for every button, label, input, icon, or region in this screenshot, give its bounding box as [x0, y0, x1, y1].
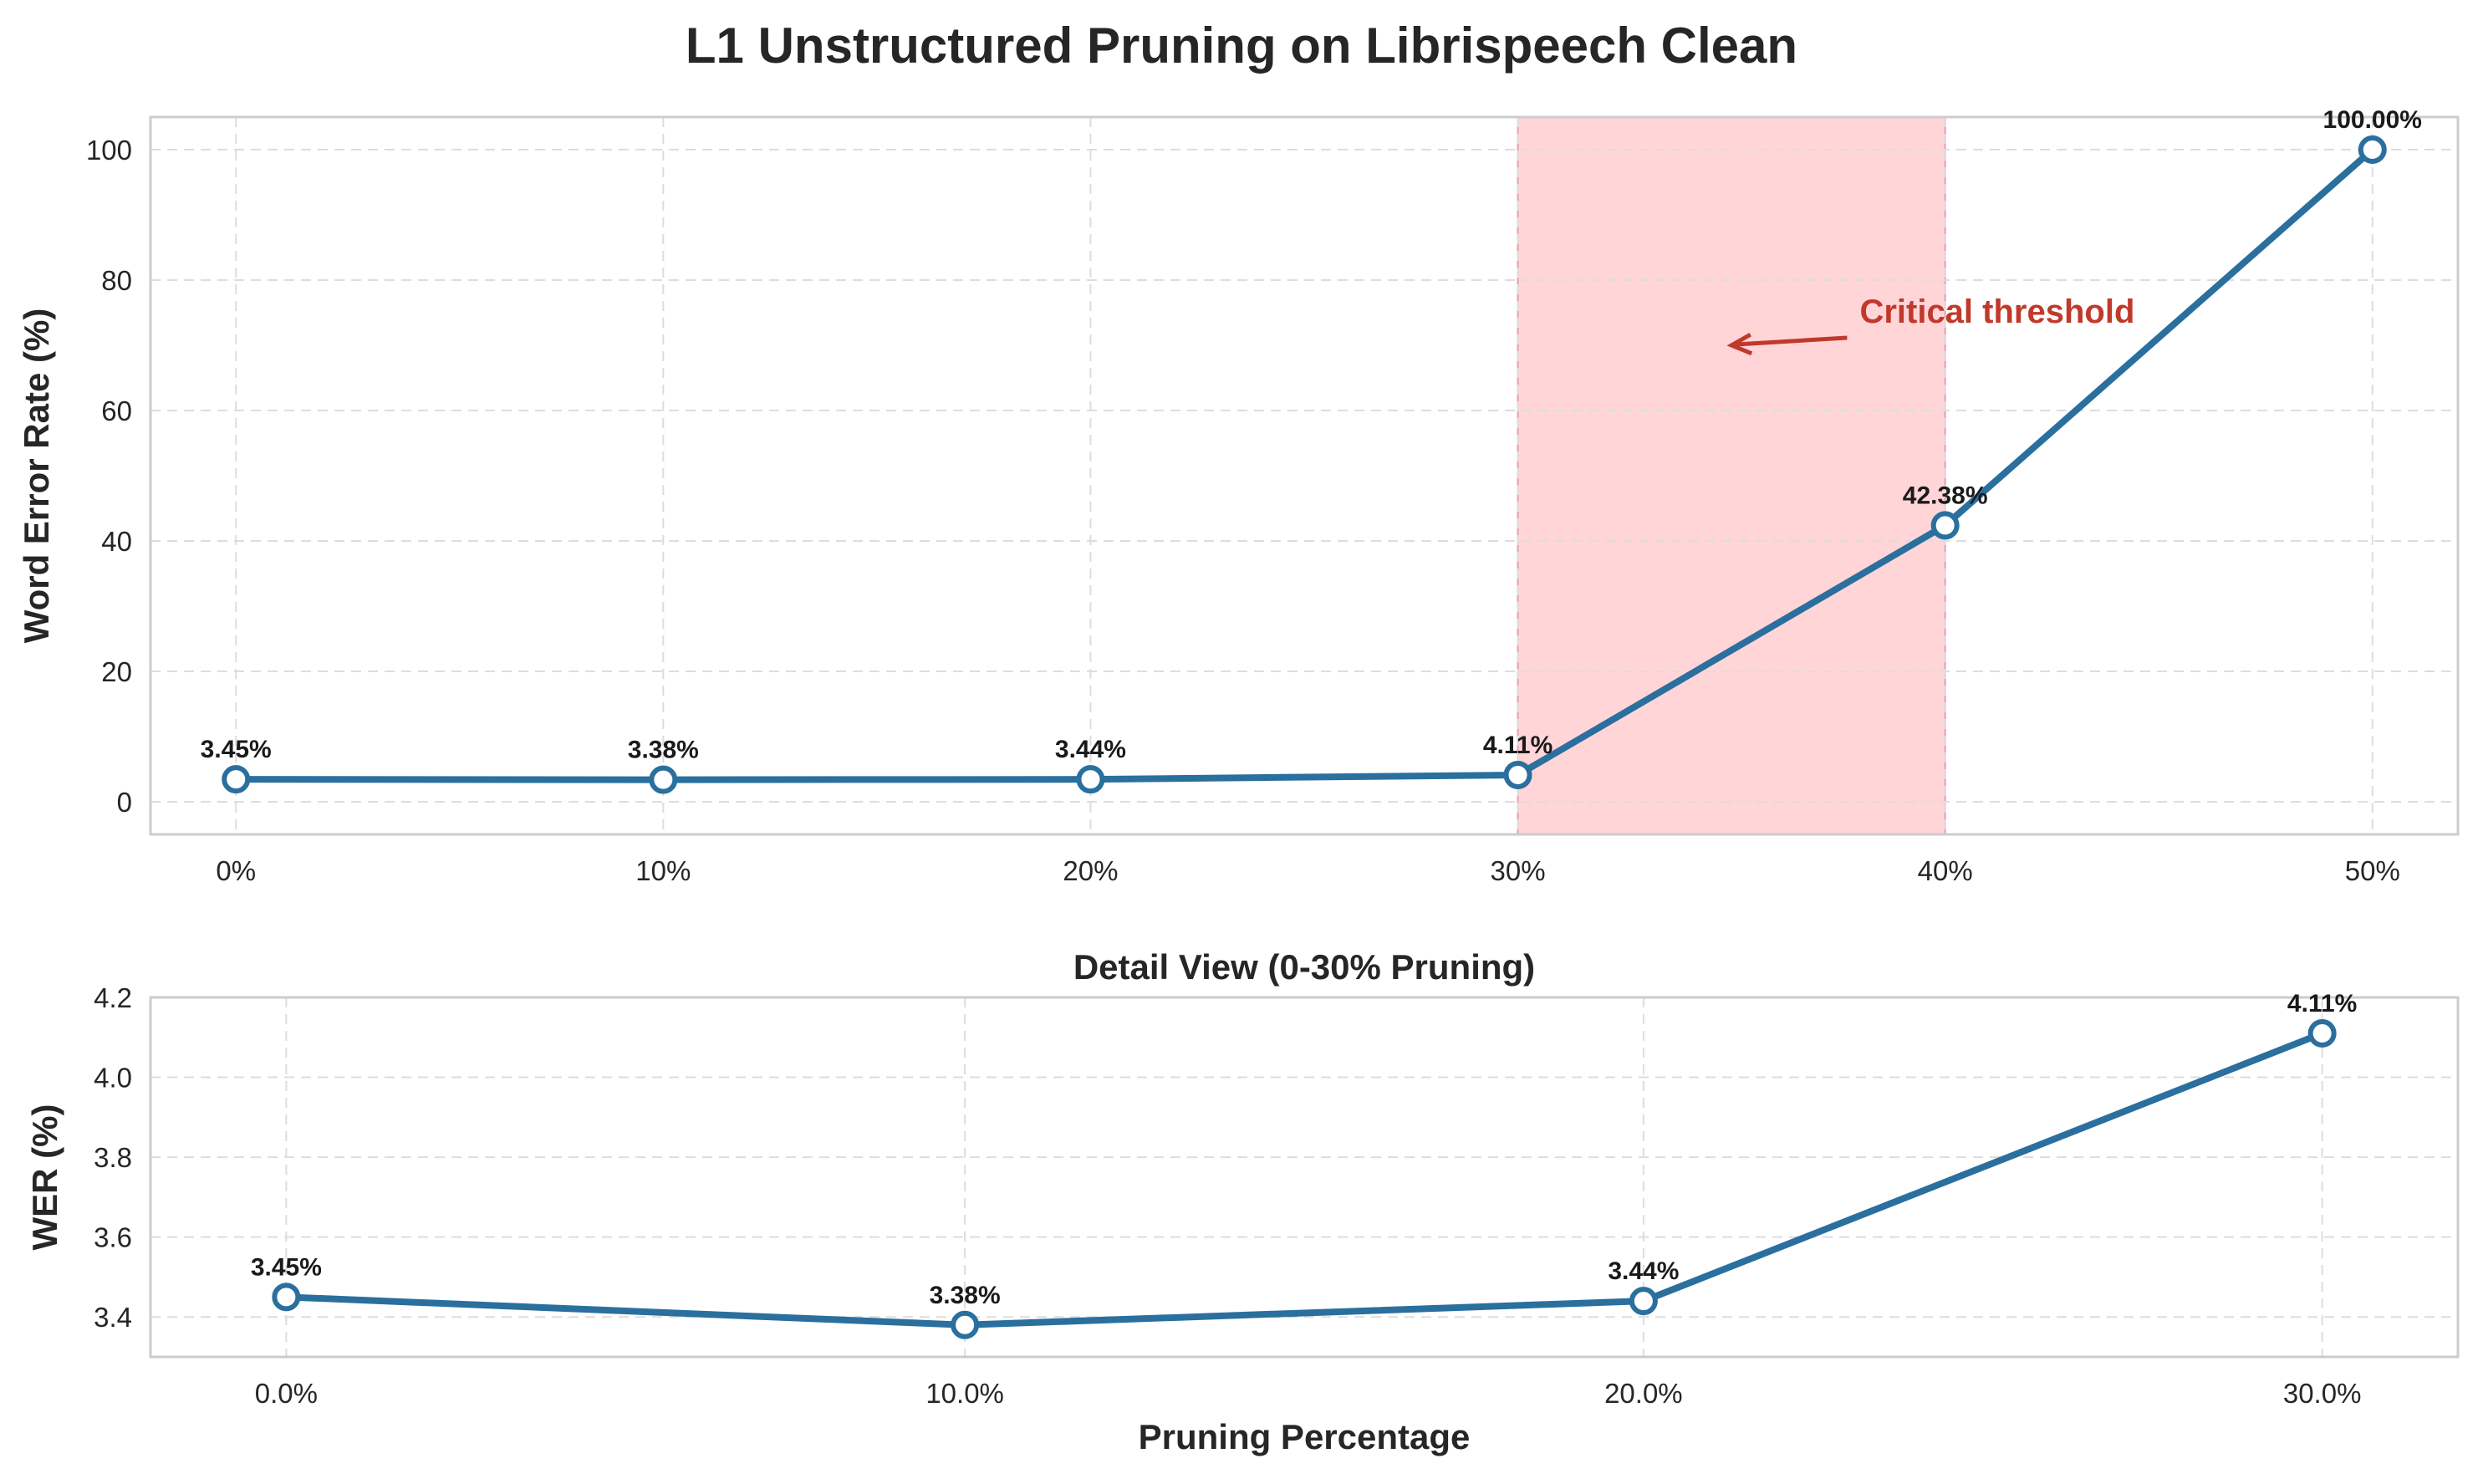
top-x-tick-label-3: 30% [1491, 855, 1546, 886]
top-x-tick-label-4: 40% [1918, 855, 1973, 886]
top-data-point-5 [2358, 135, 2387, 164]
detail-data-point-0 [272, 1283, 301, 1312]
detail-data-point-3 [2307, 1019, 2337, 1048]
detail-y-tick-label-0: 3.4 [94, 1302, 132, 1333]
detail-x-tick-label-0: 0.0% [255, 1378, 318, 1409]
top-data-label-0: 3.45% [201, 736, 272, 763]
top-data-label-1: 3.38% [628, 737, 699, 764]
top-shaded-region [1517, 116, 1946, 835]
top-data-point-3 [1503, 760, 1532, 789]
detail-y-tick-label-2: 3.8 [94, 1142, 132, 1173]
detail-x-tick-label-1: 10.0% [925, 1378, 1004, 1409]
detail-y-axis-label: WER (%) [25, 1104, 64, 1251]
top-x-tick-label-5: 50% [2345, 855, 2400, 886]
top-data-label-2: 3.44% [1055, 736, 1126, 763]
detail-line-chart: 3.4 3.6 3.8 4.0 4.2 0.0% 10.0% 20.0% 30.0% Detail… [25, 947, 2460, 1456]
top-y-tick-label-2: 40 [101, 526, 132, 557]
detail-x-axis-label: Pruning Percentage [1139, 1417, 1471, 1456]
top-y-tick-label-1: 20 [101, 656, 132, 687]
top-data-point-0 [222, 765, 251, 794]
top-data-label-3: 4.11% [1483, 732, 1553, 759]
top-plot-frame [149, 115, 2460, 836]
top-data-point-4 [1930, 511, 1960, 540]
top-y-tick-label-4: 80 [101, 265, 132, 296]
detail-series-line [283, 1030, 2326, 1328]
detail-data-label-3: 4.11% [2287, 990, 2357, 1017]
annotation-arrow-head [1726, 333, 1753, 356]
detail-y-tick-label-3: 4.0 [94, 1063, 132, 1094]
annotation-arrow-shaft [1736, 335, 1848, 347]
top-y-tick-label-5: 100 [86, 135, 132, 166]
top-y-axis-label: Word Error Rate (%) [17, 309, 56, 644]
top-x-tick-label-0: 0% [216, 855, 256, 886]
top-y-tick-label-3: 60 [101, 395, 132, 426]
top-data-label-5: 100.00% [2323, 106, 2422, 134]
top-data-point-2 [1076, 765, 1105, 794]
top-y-tick-label-0: 0 [117, 787, 132, 818]
detail-data-label-0: 3.45% [251, 1253, 322, 1281]
detail-data-label-1: 3.38% [930, 1282, 1001, 1309]
annotation-critical-threshold: Critical threshold [1859, 293, 2134, 330]
detail-data-label-2: 3.44% [1608, 1257, 1679, 1285]
top-data-point-1 [649, 765, 678, 794]
detail-x-tick-label-3: 30.0% [2283, 1378, 2362, 1409]
figure-title: L1 Unstructured Pruning on Librispeech C… [686, 18, 1797, 74]
detail-chart-title: Detail View (0-30% Pruning) [1073, 947, 1535, 987]
detail-y-tick-label-4: 4.2 [94, 982, 132, 1013]
detail-y-tick-label-1: 3.6 [94, 1222, 132, 1253]
detail-data-point-1 [951, 1310, 980, 1339]
top-x-tick-label-1: 10% [635, 855, 691, 886]
detail-x-tick-label-2: 20.0% [1604, 1378, 1683, 1409]
detail-plot-frame [149, 996, 2460, 1359]
detail-data-point-2 [1629, 1287, 1658, 1316]
top-line-chart: 0 20 40 60 80 100 0% 10% 20% 30% 40% 50% Word Error … [17, 106, 2460, 886]
top-data-label-4: 42.38% [1903, 482, 1988, 509]
top-series-line [232, 146, 2376, 783]
top-x-tick-label-2: 20% [1063, 855, 1118, 886]
